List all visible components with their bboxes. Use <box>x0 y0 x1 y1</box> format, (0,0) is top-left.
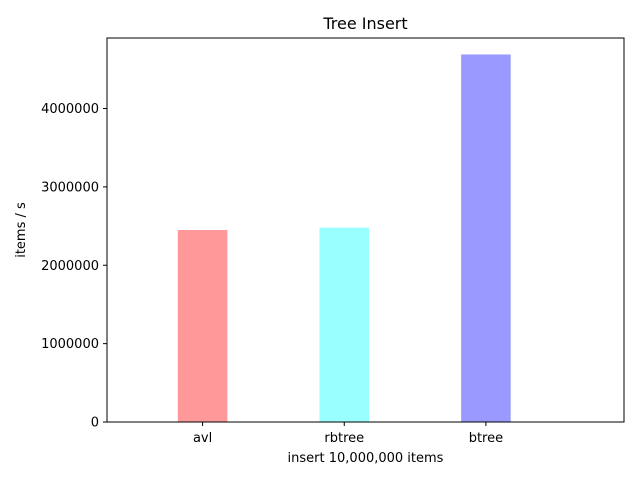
x-tick-label: avl <box>193 431 212 446</box>
bar-rbtree <box>319 227 370 422</box>
bars-group <box>177 54 511 422</box>
x-tick-label: btree <box>469 431 503 446</box>
y-tick-label: 3000000 <box>41 180 99 195</box>
x-tick-label: rbtree <box>324 431 364 446</box>
y-tick-label: 2000000 <box>41 259 99 274</box>
y-axis: 0 1000000 2000000 3000000 4000000 <box>41 102 107 431</box>
plot-frame <box>106 37 625 423</box>
y-tick-label: 0 <box>91 416 99 431</box>
y-tick-label: 1000000 <box>41 337 99 352</box>
y-tick-label: 4000000 <box>41 102 99 117</box>
bar-avl <box>177 230 228 422</box>
bar-btree <box>461 54 511 422</box>
x-axis-label: insert 10,000,000 items <box>288 451 444 466</box>
chart-title: Tree Insert <box>322 14 407 33</box>
x-axis: avl rbtree btree <box>193 422 503 446</box>
y-axis-label: items / s <box>14 202 29 258</box>
